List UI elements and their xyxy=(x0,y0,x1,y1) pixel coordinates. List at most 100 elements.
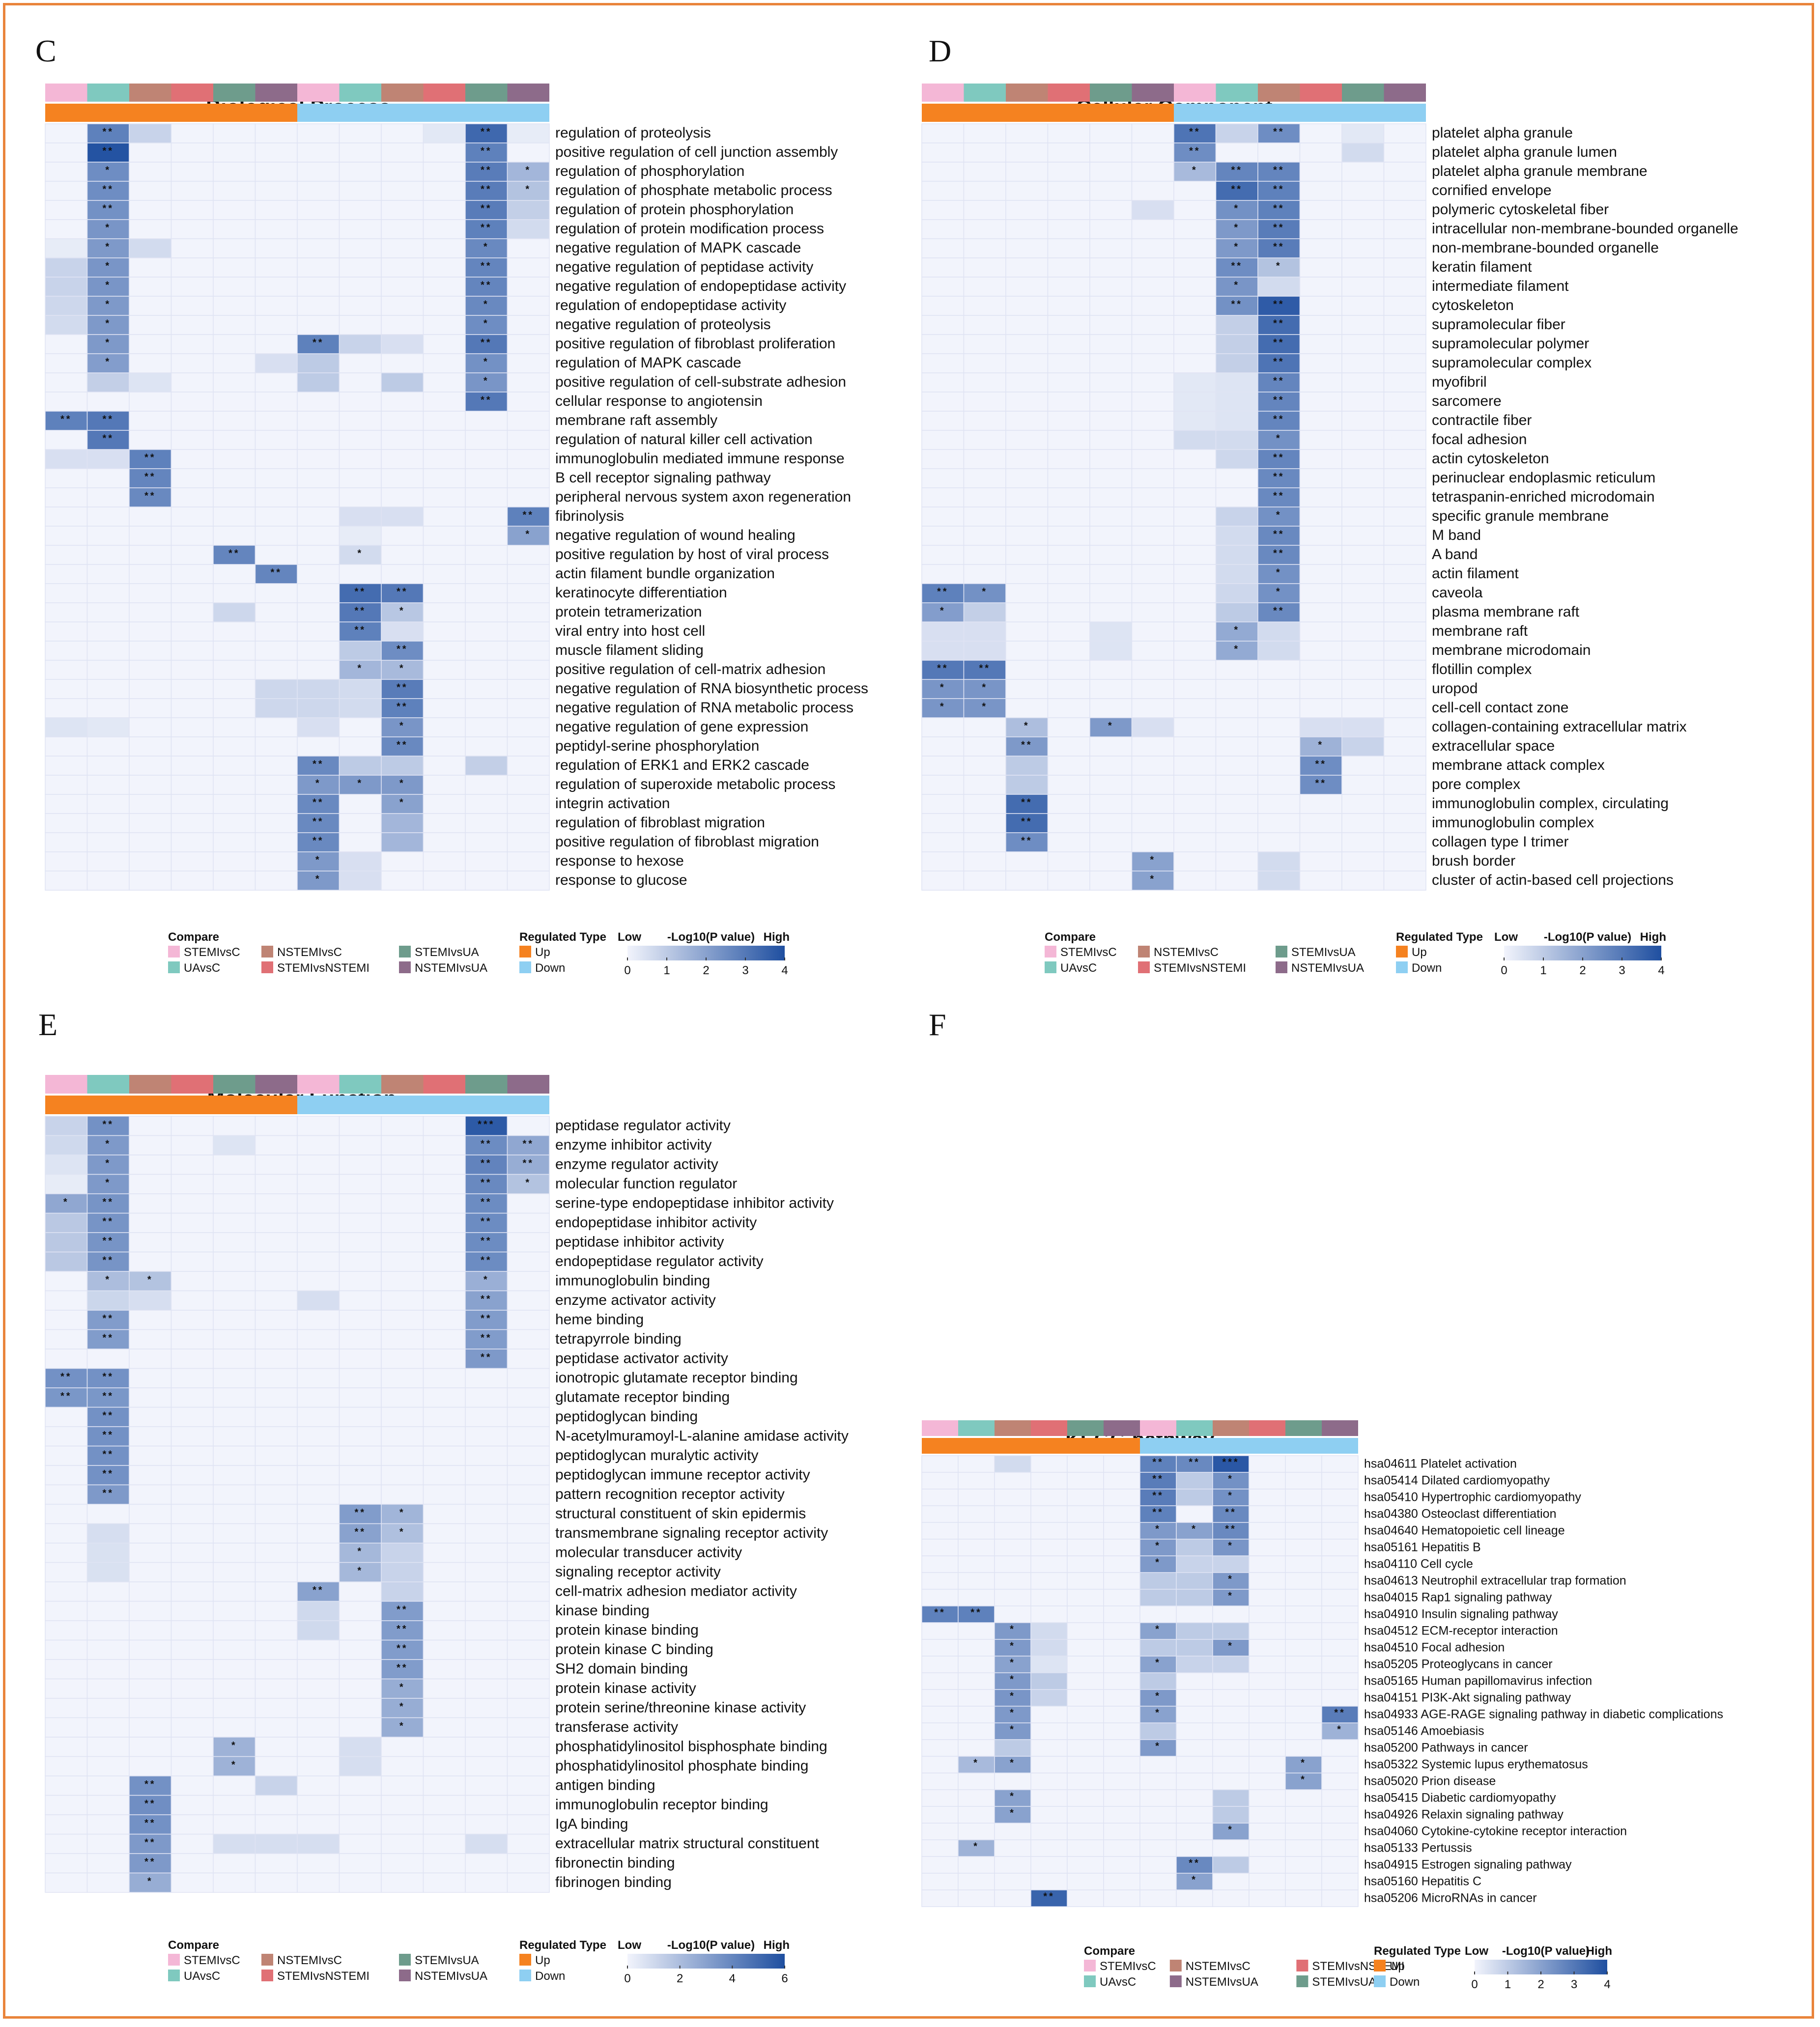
heatmap-cell xyxy=(171,200,214,220)
regulated-annotation-cell xyxy=(465,104,508,122)
heatmap-cell xyxy=(339,698,382,718)
heatmap-cell xyxy=(86,526,130,546)
row-label: positive regulation of fibroblast prolif… xyxy=(555,336,835,352)
heatmap-cell xyxy=(465,257,508,278)
regulated-annotation-cell xyxy=(87,104,129,122)
significance-mark: * xyxy=(105,338,111,348)
row-label: negative regulation of MAPK cascade xyxy=(555,240,801,256)
row-label: positive regulation by host of viral pro… xyxy=(555,546,829,563)
heatmap-cell xyxy=(171,219,214,239)
heatmap-cell xyxy=(465,162,508,182)
significance-mark: * xyxy=(525,165,531,176)
heatmap-cell xyxy=(171,526,214,546)
heatmap-cell xyxy=(171,564,214,584)
heatmap-cell xyxy=(255,219,298,239)
heatmap-cell xyxy=(86,545,130,565)
heatmap-cell xyxy=(381,200,424,220)
row-label: regulation of phosphate metabolic proces… xyxy=(555,182,832,198)
significance-mark: ** xyxy=(397,587,408,597)
row-label: cellular response to angiotensin xyxy=(555,393,763,409)
heatmap-cell xyxy=(213,641,256,661)
heatmap-cell xyxy=(297,736,340,757)
heatmap-cell xyxy=(381,219,424,239)
heatmap-cell xyxy=(86,449,130,469)
heatmap-cell xyxy=(129,775,172,795)
heatmap-cell xyxy=(465,583,508,603)
row-label: negative regulation of endopeptidase act… xyxy=(555,278,846,294)
heatmap-cell xyxy=(129,621,172,642)
heatmap-cell xyxy=(129,583,172,603)
heatmap-cell xyxy=(465,641,508,661)
heatmap-cell xyxy=(381,487,424,507)
significance-mark: * xyxy=(105,318,111,329)
significance-mark: * xyxy=(105,261,111,272)
row-label: regulation of superoxide metabolic proce… xyxy=(555,776,835,792)
compare-annotation-cell xyxy=(45,84,87,102)
row-label: regulation of fibroblast migration xyxy=(555,815,765,831)
heatmap-cell xyxy=(339,583,382,603)
regulated-annotation-cell xyxy=(507,104,549,122)
heatmap-cell xyxy=(507,564,550,584)
heatmap-cell xyxy=(45,794,88,814)
panel-label-f: F xyxy=(929,1007,946,1042)
heatmap-cell xyxy=(465,123,508,143)
row-label: regulation of endopeptidase activity xyxy=(555,297,786,313)
heatmap-cell xyxy=(213,794,256,814)
regulated-annotation-cell xyxy=(45,104,87,122)
heatmap-cell xyxy=(171,660,214,680)
heatmap-cell xyxy=(507,813,550,833)
heatmap-cell xyxy=(129,507,172,527)
row-label: membrane raft assembly xyxy=(555,412,717,428)
heatmap-cell xyxy=(297,277,340,297)
significance-mark: ** xyxy=(481,261,492,272)
heatmap-cell xyxy=(45,717,88,737)
heatmap-cell xyxy=(171,334,214,354)
heatmap-cell xyxy=(423,775,466,795)
heatmap-cell xyxy=(255,162,298,182)
heatmap-cell xyxy=(507,660,550,680)
heatmap-cell xyxy=(86,775,130,795)
heatmap-cell xyxy=(255,315,298,335)
heatmap-cell xyxy=(255,411,298,431)
heatmap-cell xyxy=(213,238,256,258)
compare-annotation-cell xyxy=(255,84,297,102)
row-label: positive regulation of cell-substrate ad… xyxy=(555,374,846,390)
heatmap-cell xyxy=(297,641,340,661)
significance-mark: ** xyxy=(481,203,492,214)
significance-mark: * xyxy=(399,663,405,674)
regulated-annotation-cell xyxy=(255,104,297,122)
heatmap-cell xyxy=(45,602,88,622)
heatmap-cell xyxy=(339,679,382,699)
heatmap-cell xyxy=(423,181,466,201)
heatmap-cell xyxy=(171,813,214,833)
significance-mark: ** xyxy=(313,759,324,770)
regulated-annotation-cell xyxy=(129,104,171,122)
heatmap-cell xyxy=(507,277,550,297)
heatmap-cell xyxy=(339,142,382,163)
heatmap-cell xyxy=(297,123,340,143)
heatmap-cell xyxy=(423,123,466,143)
row-label: negative regulation of peptidase activit… xyxy=(555,259,813,275)
heatmap-cell xyxy=(465,200,508,220)
heatmap-cell xyxy=(171,372,214,393)
heatmap-cell xyxy=(423,756,466,776)
heatmap-cell xyxy=(255,736,298,757)
significance-mark: * xyxy=(105,223,111,233)
heatmap-cell xyxy=(339,602,382,622)
significance-mark: ** xyxy=(144,472,156,482)
heatmap-cell xyxy=(255,200,298,220)
significance-mark: * xyxy=(483,318,489,329)
compare-annotation-cell xyxy=(423,84,465,102)
significance-mark: ** xyxy=(522,510,534,521)
heatmap-cell xyxy=(129,200,172,220)
heatmap-cell xyxy=(86,507,130,527)
heatmap-cell xyxy=(507,392,550,412)
heatmap-cell xyxy=(297,698,340,718)
compare-annotation-cell xyxy=(129,84,171,102)
heatmap-cell xyxy=(423,794,466,814)
heatmap-cell xyxy=(423,411,466,431)
significance-mark: ** xyxy=(481,223,492,233)
heatmap-cell xyxy=(213,507,256,527)
heatmap-cell xyxy=(381,334,424,354)
